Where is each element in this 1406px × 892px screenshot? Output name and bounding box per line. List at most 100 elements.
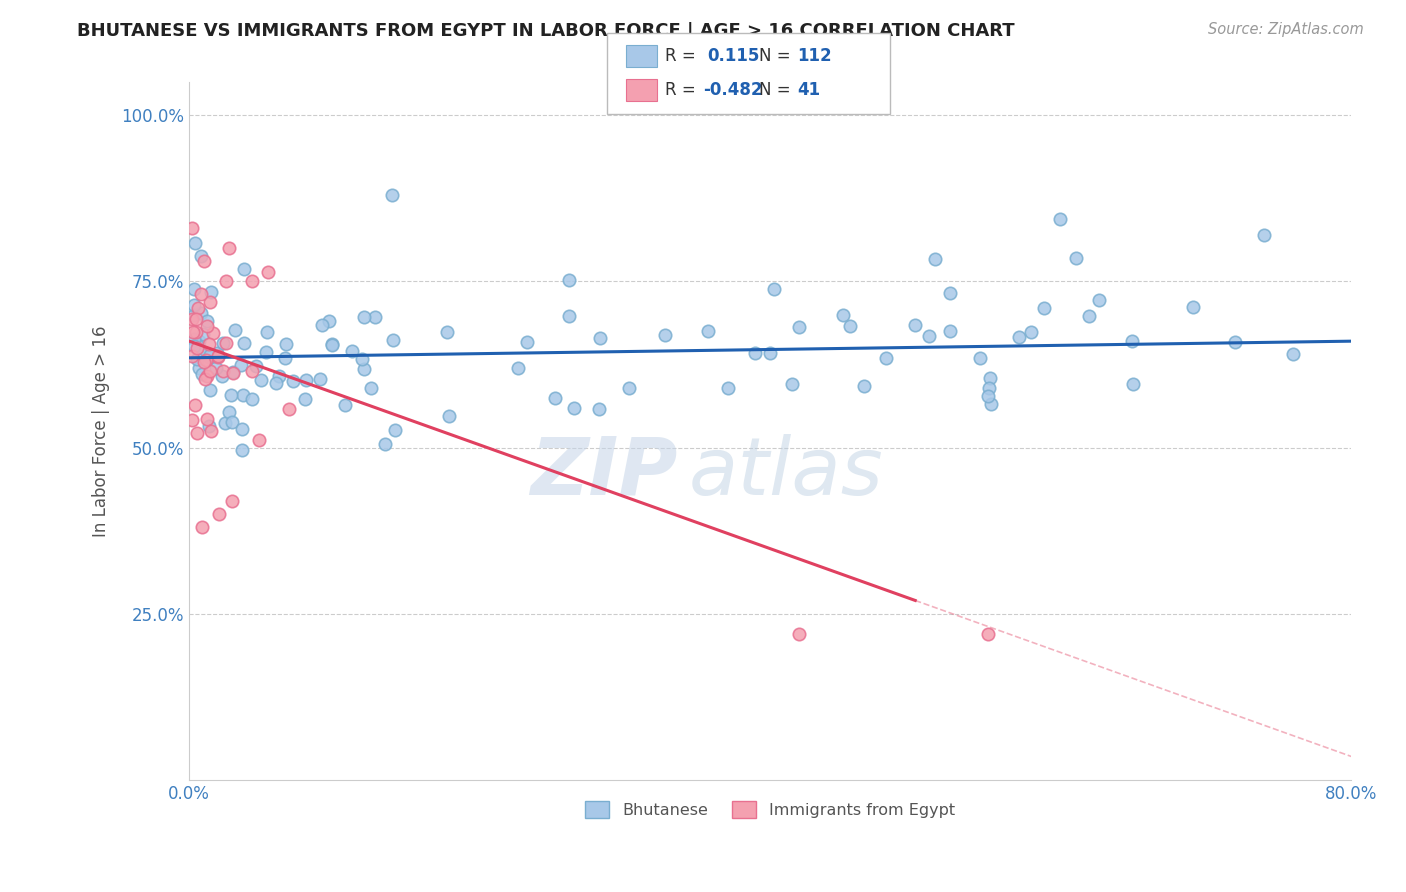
Point [191,520,214,534]
Point [242,392,264,407]
Point [184,236,207,251]
Text: 0.115: 0.115 [707,47,759,65]
Point [240,274,263,288]
Point [381,333,404,347]
Point [183,282,205,296]
Point [360,381,382,395]
Point [558,273,581,287]
Point [544,391,567,405]
Point [969,351,991,365]
Point [274,351,297,365]
Point [224,323,246,337]
Point [186,352,208,367]
Point [558,309,581,323]
Point [191,326,214,341]
Point [309,372,332,386]
Point [839,319,862,334]
Point [205,346,228,360]
Point [617,381,640,395]
Point [207,349,229,363]
Point [181,413,204,427]
Text: atlas: atlas [689,434,883,512]
Point [506,361,529,376]
Point [311,318,333,333]
Point [198,295,221,310]
Point [194,372,217,386]
Point [221,366,243,380]
Point [1032,301,1054,315]
Point [231,358,253,372]
Point [381,188,404,202]
Point [980,397,1002,411]
Point [197,412,219,426]
Point [183,339,205,353]
Point [245,359,267,373]
Point [852,379,875,393]
Point [181,350,204,364]
Point [231,422,253,436]
Point [240,364,263,378]
Point [1021,325,1043,339]
Point [384,423,406,437]
Point [183,297,205,311]
Text: 112: 112 [797,47,832,65]
Point [204,361,226,376]
Point [1281,347,1303,361]
Point [979,371,1001,385]
Point [264,376,287,390]
Point [188,334,211,348]
Point [787,626,810,640]
Point [353,362,375,376]
Point [186,341,208,355]
Point [1066,252,1088,266]
Point [233,336,256,351]
Point [588,402,610,417]
Y-axis label: In Labor Force | Age > 16: In Labor Force | Age > 16 [93,326,110,537]
Point [193,355,215,369]
Text: 41: 41 [797,81,820,99]
Point [197,336,219,351]
Point [183,308,205,322]
Point [353,310,375,324]
Point [222,367,245,381]
Point [218,241,240,255]
Point [979,381,1001,395]
Point [321,338,343,352]
Text: ZIP: ZIP [530,434,678,512]
Point [295,373,318,387]
Point [208,507,231,521]
Point [184,311,207,326]
Point [780,377,803,392]
Point [977,389,1000,403]
Point [195,318,218,333]
Point [267,369,290,384]
Point [589,331,612,345]
Point [831,308,853,322]
Point [977,626,1000,640]
Point [1078,309,1101,323]
Point [202,326,225,341]
Point [516,335,538,350]
Point [364,310,387,324]
Point [249,373,271,387]
Point [214,336,236,351]
Point [696,324,718,338]
Point [188,343,211,357]
Point [214,416,236,430]
Point [195,314,218,328]
Point [318,314,340,328]
Point [763,282,786,296]
Point [207,350,229,364]
Point [1122,377,1144,392]
Text: Source: ZipAtlas.com: Source: ZipAtlas.com [1208,22,1364,37]
Point [787,320,810,334]
Point [436,325,458,339]
Point [221,493,243,508]
Point [562,401,585,415]
Point [924,252,946,266]
Point [219,387,242,401]
Point [744,346,766,360]
Point [439,409,461,423]
Point [186,426,208,441]
Point [717,381,740,395]
